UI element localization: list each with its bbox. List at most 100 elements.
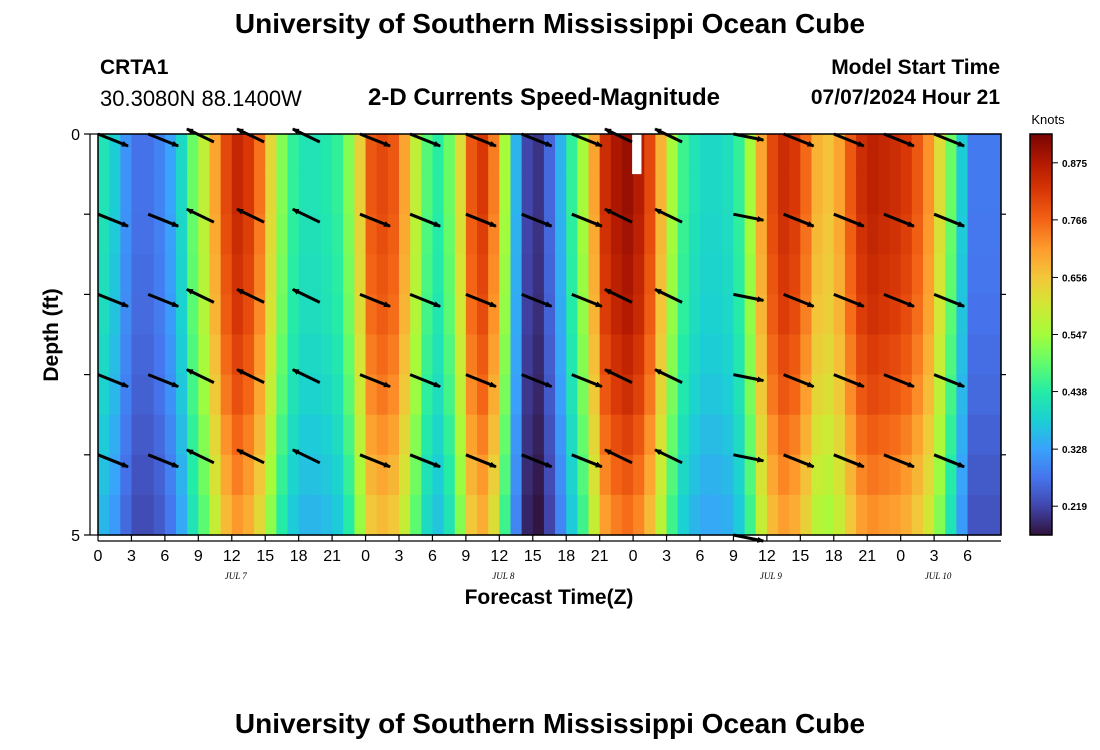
heatmap-cell [655,134,668,175]
heatmap-cell [811,494,824,536]
heatmap-cell [320,174,333,215]
heatmap-cell [800,174,813,215]
heatmap-cell [722,414,735,456]
heatmap-cell [666,134,679,175]
heatmap-cell [187,494,199,536]
heatmap-cell [176,494,188,536]
heatmap-cell [844,254,857,295]
heatmap-cell [432,214,445,255]
current-arrow [359,373,391,388]
heatmap-cell [755,334,768,376]
heatmap-cell [922,134,935,175]
heatmap-cell [566,414,578,456]
heatmap-cell [109,494,121,536]
heatmap-cell [844,294,857,336]
heatmap-cell [922,454,935,496]
current-arrow [933,293,966,308]
heatmap-cell [700,214,712,255]
heatmap-cell [577,414,590,456]
heatmap-cell [465,494,478,536]
heatmap-cell [176,374,188,416]
current-arrow [654,207,683,224]
heatmap-cell [488,214,500,255]
heatmap-cell [443,254,456,295]
heatmap-cell [967,334,1002,376]
heatmap-cell [209,254,222,295]
heatmap-cell [98,454,110,496]
heatmap-cell [209,454,222,496]
heatmap-cell [588,494,601,536]
heatmap-cell [555,174,567,215]
heatmap-cell [276,254,289,295]
heatmap-cell [187,254,199,295]
heatmap-cell [956,174,969,215]
heatmap-cell [532,294,545,336]
heatmap-cell [722,254,735,295]
heatmap-cell [633,454,645,496]
heatmap-cell [399,334,411,376]
x-tick-label: 21 [591,548,609,565]
heatmap-cell [856,374,868,416]
current-arrow [883,212,915,228]
heatmap-cell [320,494,333,536]
heatmap-cell [164,294,177,336]
x-tick-label: 0 [629,548,638,565]
heatmap-cell [945,134,958,175]
heatmap-cell [677,454,690,496]
heatmap-cell [332,214,344,255]
heatmap-cell [655,174,668,215]
heatmap-cell [856,454,868,496]
heatmap-cell [320,254,333,295]
heatmap-cell [242,414,255,456]
current-arrow [933,212,966,228]
date-label: JUL 7 [225,571,248,581]
current-arrow [521,373,553,388]
heatmap-cell [844,454,857,496]
heatmap-cell [488,134,500,175]
heatmap-cell [265,254,277,295]
heatmap-cell [934,174,946,215]
heatmap-cell [867,414,879,456]
current-arrow [833,212,865,228]
heatmap-cell [298,494,311,536]
heatmap-cell [711,374,723,416]
heatmap-cell [766,214,779,255]
current-arrow [733,292,765,303]
heatmap-cell [399,494,411,536]
heatmap-cell [287,494,300,536]
heatmap-cell [477,454,489,496]
x-tick-label: 12 [223,548,241,565]
colorbar-scale [1029,133,1053,536]
heatmap-cell [220,294,233,336]
heatmap-cell [922,214,935,255]
heatmap-cell [844,414,857,456]
heatmap-cell [722,134,735,175]
heatmap-cell [109,414,121,456]
heatmap-cell [365,454,378,496]
heatmap-cell [309,174,322,215]
heatmap-cell [399,214,411,255]
heatmap-cell [387,454,400,496]
heatmap-cell [276,214,289,255]
heatmap-cell [164,374,177,416]
heatmap-cell [833,414,846,456]
heatmap-cell [176,414,188,456]
heatmap-cell [778,134,790,175]
heatmap-cell [187,414,199,456]
heatmap-cell [922,494,935,536]
heatmap-cell [666,494,679,536]
heatmap-cell [967,254,1002,295]
heatmap-cell [644,214,657,255]
heatmap-cell [220,334,233,376]
heatmap-cell [320,214,333,255]
heatmap-cell [900,174,913,215]
heatmap-cell [410,414,422,456]
heatmap-cell [588,414,601,456]
heatmap-cell [856,414,868,456]
heatmap-cell [242,374,255,416]
missing-data-cell [632,134,642,175]
current-arrow [571,453,603,469]
heatmap-cells [98,134,1002,536]
x-tick-label: 6 [160,548,169,565]
heatmap-cell [465,134,478,175]
